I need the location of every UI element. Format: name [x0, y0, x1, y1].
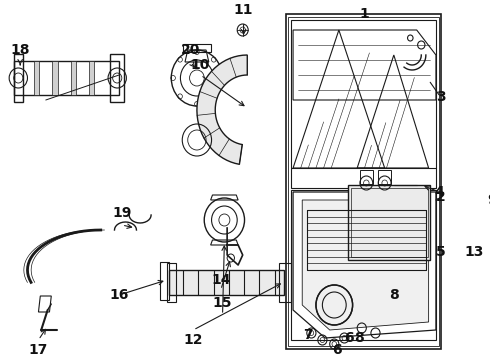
Polygon shape — [52, 61, 58, 95]
Polygon shape — [197, 55, 247, 164]
Polygon shape — [34, 61, 39, 95]
Polygon shape — [170, 270, 284, 295]
Text: 8: 8 — [354, 331, 364, 345]
Text: 4: 4 — [435, 185, 444, 199]
Text: 13: 13 — [465, 245, 484, 259]
Bar — [291, 20, 436, 188]
Bar — [289, 17, 439, 346]
Text: 10: 10 — [191, 58, 210, 72]
Bar — [286, 14, 441, 349]
Text: 8: 8 — [389, 288, 399, 302]
Text: 3: 3 — [436, 90, 445, 104]
Text: 6: 6 — [332, 343, 342, 357]
Polygon shape — [89, 61, 95, 95]
Polygon shape — [302, 200, 429, 330]
Bar — [291, 190, 436, 340]
Text: 11: 11 — [234, 3, 253, 17]
Text: 18: 18 — [10, 43, 30, 57]
Bar — [348, 185, 430, 260]
Text: 19: 19 — [112, 206, 131, 220]
Text: 5: 5 — [436, 245, 445, 259]
Text: 14: 14 — [211, 273, 230, 287]
Text: 9: 9 — [487, 193, 490, 207]
Bar — [351, 188, 428, 257]
Text: 16: 16 — [109, 288, 129, 302]
Polygon shape — [71, 61, 76, 95]
Text: 12: 12 — [183, 333, 203, 347]
Text: 1: 1 — [360, 7, 369, 21]
Text: 17: 17 — [29, 343, 48, 357]
Text: 15: 15 — [213, 296, 232, 310]
Text: 6: 6 — [344, 331, 354, 345]
Text: 7: 7 — [303, 328, 313, 342]
Text: 2: 2 — [436, 190, 445, 204]
Text: 20: 20 — [181, 43, 200, 57]
